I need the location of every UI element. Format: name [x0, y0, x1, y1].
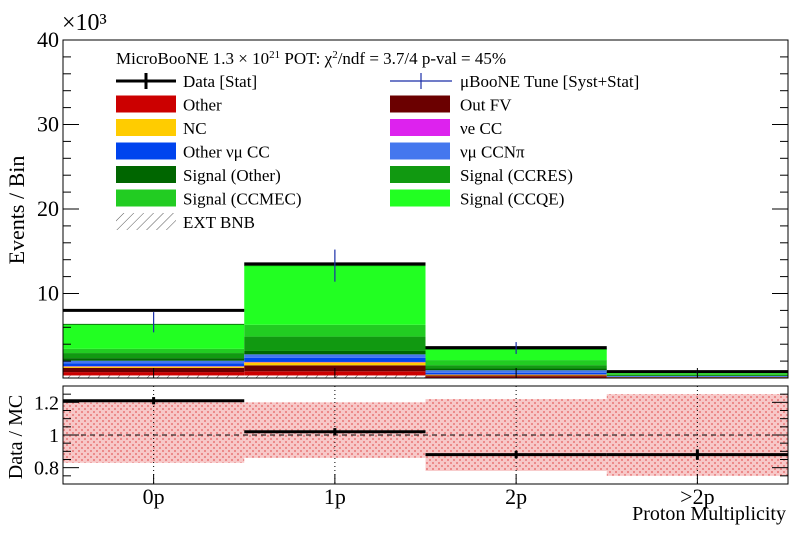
legend-item: Other	[116, 95, 222, 115]
bar-signal-other--0	[63, 358, 245, 361]
legend-item: Signal (Other)	[116, 166, 281, 185]
y-tick-label: 20	[37, 196, 59, 221]
ratio-y-tick-label: 1	[49, 425, 59, 447]
legend-item: Out FV	[390, 95, 512, 115]
legend-label: Signal (CCQE)	[460, 190, 564, 209]
x-tick-label: >2p	[680, 484, 714, 509]
legend-item: νe CC	[390, 119, 502, 138]
bar-signal-ccres--0	[63, 353, 245, 359]
legend-item: Data [Stat]	[116, 72, 257, 91]
legend-item: Signal (CCQE)	[390, 189, 564, 209]
legend-swatch	[116, 142, 176, 160]
y-axis-label: Events / Bin	[4, 156, 29, 265]
legend-item: EXT BNB	[116, 213, 255, 232]
bar-nc-1	[244, 362, 426, 366]
ratio-y-tick-label: 0.8	[34, 458, 59, 480]
legend-item: Signal (CCMEC)	[116, 189, 302, 209]
bar-other-cc-0	[63, 363, 245, 367]
bar--ccn--0	[63, 360, 245, 364]
ratio-y-axis-label: Data / MC	[5, 395, 27, 479]
bar--ccn--1	[244, 354, 426, 358]
bar-signal-ccqe--2	[425, 349, 607, 361]
legend-swatch	[116, 95, 176, 113]
legend-label: Other νμ CC	[183, 143, 270, 162]
bar-signal-ccres--2	[425, 365, 607, 369]
legend-swatch	[390, 119, 450, 136]
x-tick-label: 0p	[143, 484, 165, 509]
bar-signal-other--1	[244, 350, 426, 355]
bar-signal-ccmec--1	[244, 324, 426, 337]
x-tick-label: 1p	[324, 484, 346, 509]
uncertainty-band-0	[63, 402, 245, 463]
x-axis-label: Proton Multiplicity	[632, 503, 786, 525]
legend-swatch	[116, 119, 176, 136]
legend-label: μBooNE Tune [Syst+Stat]	[460, 72, 639, 91]
ratio-y-tick-label: 1.2	[34, 392, 59, 414]
legend-item: μBooNE Tune [Syst+Stat]	[390, 72, 639, 91]
legend-swatch	[390, 189, 450, 207]
bar-signal-ccres--1	[244, 336, 426, 351]
x-tick-label: 2p	[505, 484, 527, 509]
ratio-panel: 0p 1p 2p >2p 0.8 1 1.2 Data / MC Proton Multip…	[5, 385, 789, 525]
legend-label: Signal (Other)	[183, 166, 281, 185]
legend-item: Other νμ CC	[116, 142, 270, 162]
legend-label: Data [Stat]	[183, 72, 257, 91]
bar-signal-ccmec--2	[425, 360, 607, 366]
bar-other-cc-1	[244, 357, 426, 362]
main-panel: 10 20 30 40 ×10³ Events / Bin MicroBooNE 1.…	[4, 10, 789, 379]
legend: MicroBooNE 1.3 × 1021 POT: χ2/ndf = 3.7/…	[116, 49, 639, 232]
y-tick-label: 40	[37, 27, 59, 52]
legend-label: Other	[183, 96, 222, 115]
legend-label: νe CC	[460, 119, 502, 138]
exponent-label: ×10³	[62, 10, 107, 36]
y-tick-label: 10	[37, 281, 59, 306]
legend-label: Signal (CCMEC)	[183, 190, 302, 209]
legend-item: NC	[116, 119, 207, 138]
legend-swatch	[116, 189, 176, 207]
bar-nc-0	[63, 366, 245, 368]
y-tick-label: 30	[37, 112, 59, 137]
legend-swatch	[116, 166, 176, 183]
legend-item: νμ CCNπ	[390, 142, 525, 162]
legend-item: Signal (CCRES)	[390, 166, 573, 185]
bar-signal-ccmec--0	[63, 348, 245, 354]
legend-label: Out FV	[460, 96, 512, 115]
legend-swatch	[116, 213, 176, 230]
legend-label: EXT BNB	[183, 213, 255, 232]
legend-swatch	[390, 142, 450, 160]
legend-label: NC	[183, 119, 207, 138]
legend-swatch	[390, 166, 450, 183]
legend-swatch	[390, 95, 450, 113]
legend-label: νμ CCNπ	[460, 143, 525, 162]
legend-label: Signal (CCRES)	[460, 166, 573, 185]
legend-title: MicroBooNE 1.3 × 1021 POT: χ2/ndf = 3.7/…	[116, 49, 506, 68]
